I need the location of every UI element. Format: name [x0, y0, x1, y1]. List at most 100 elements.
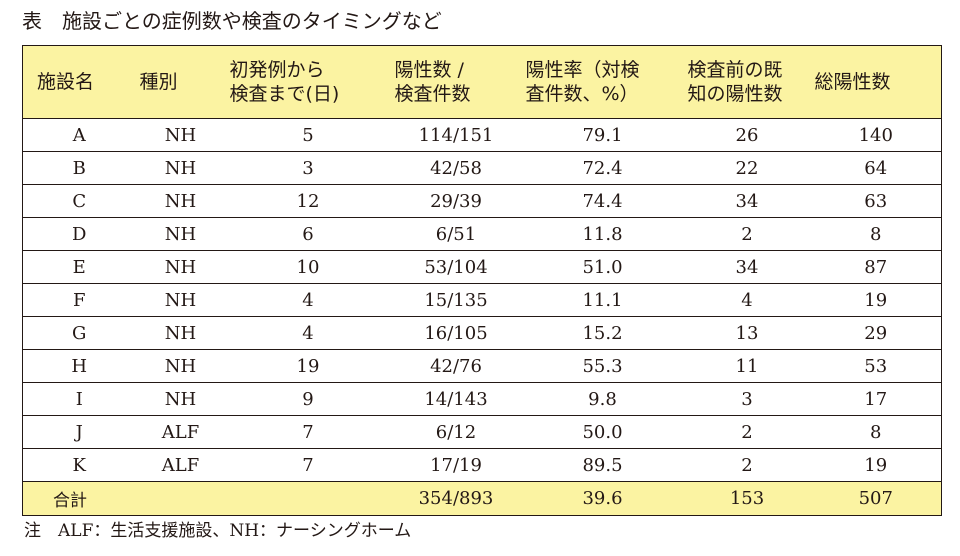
days-cell: 4 — [225, 316, 391, 350]
rate-cell: 74.4 — [521, 184, 684, 218]
table-row: B NH 3 42/58 72.4 22 64 — [22, 151, 942, 185]
facility-cell: H — [22, 349, 136, 383]
table-row: H NH 19 42/76 55.3 11 53 — [22, 349, 942, 383]
total-rate: 39.6 — [521, 481, 684, 516]
positive-over-tests-cell: 15/135 — [390, 283, 522, 317]
facility-cell: C — [22, 184, 136, 218]
table-row: E NH 10 53/104 51.0 34 87 — [22, 250, 942, 284]
total-positive-cell: 64 — [810, 151, 942, 185]
days-cell: 19 — [225, 349, 391, 383]
type-cell: ALF — [135, 415, 226, 449]
header-line: 種別 — [139, 71, 178, 93]
table-row: I NH 9 14/143 9.8 3 17 — [22, 382, 942, 416]
known-before-cell: 34 — [683, 184, 811, 218]
days-cell: 5 — [225, 118, 391, 152]
header-positive-rate: 陽性率（対検 査件数、%） — [521, 45, 684, 119]
facility-cell: E — [22, 250, 136, 284]
table-title: 表 施設ごとの症例数や検査のタイミングなど — [22, 9, 442, 33]
total-positive-over-tests: 354/893 — [390, 481, 522, 516]
type-cell: NH — [135, 250, 226, 284]
header-line: 知の陽性数 — [687, 83, 783, 105]
rate-cell: 51.0 — [521, 250, 684, 284]
total-positive-cell: 29 — [810, 316, 942, 350]
type-cell: NH — [135, 118, 226, 152]
positive-over-tests-cell: 6/12 — [390, 415, 522, 449]
days-cell: 6 — [225, 217, 391, 251]
header-line: 初発例から — [229, 59, 325, 81]
rate-cell: 79.1 — [521, 118, 684, 152]
header-line: 検査前の既 — [687, 59, 783, 81]
header-line: 陽性率（対検 — [525, 59, 640, 81]
facility-cell: F — [22, 283, 136, 317]
facility-table: 施設名 種別 初発例から 検査まで(日) 陽性数 / 検査件数 陽性率（対検 査件数、%） 検査… — [22, 45, 942, 516]
type-cell: NH — [135, 151, 226, 185]
positive-over-tests-cell: 42/58 — [390, 151, 522, 185]
known-before-cell: 2 — [683, 448, 811, 482]
total-positive-cell: 53 — [810, 349, 942, 383]
known-before-cell: 34 — [683, 250, 811, 284]
rate-cell: 89.5 — [521, 448, 684, 482]
type-cell: NH — [135, 184, 226, 218]
rate-cell: 15.2 — [521, 316, 684, 350]
total-positive-cell: 63 — [810, 184, 942, 218]
facility-cell: G — [22, 316, 136, 350]
days-cell: 3 — [225, 151, 391, 185]
type-cell: NH — [135, 316, 226, 350]
days-cell: 7 — [225, 415, 391, 449]
table-row: F NH 4 15/135 11.1 4 19 — [22, 283, 942, 317]
facility-cell: J — [22, 415, 136, 449]
table-row: A NH 5 114/151 79.1 26 140 — [22, 118, 942, 152]
header-known-before: 検査前の既 知の陽性数 — [683, 45, 811, 119]
positive-over-tests-cell: 53/104 — [390, 250, 522, 284]
facility-cell: A — [22, 118, 136, 152]
header-days-to-test: 初発例から 検査まで(日) — [225, 45, 391, 119]
known-before-cell: 3 — [683, 382, 811, 416]
header-line: 検査件数 — [394, 83, 471, 105]
table-row: D NH 6 6/51 11.8 2 8 — [22, 217, 942, 251]
positive-over-tests-cell: 6/51 — [390, 217, 522, 251]
facility-cell: I — [22, 382, 136, 416]
type-cell: ALF — [135, 448, 226, 482]
header-line: 陽性数 / — [394, 59, 464, 81]
facility-cell: B — [22, 151, 136, 185]
facility-cell: D — [22, 217, 136, 251]
type-cell: NH — [135, 349, 226, 383]
total-positive-cell: 87 — [810, 250, 942, 284]
facility-cell: K — [22, 448, 136, 482]
header-line: 施設名 — [37, 71, 95, 93]
rate-cell: 9.8 — [521, 382, 684, 416]
type-cell: NH — [135, 217, 226, 251]
known-before-cell: 11 — [683, 349, 811, 383]
positive-over-tests-cell: 42/76 — [390, 349, 522, 383]
known-before-cell: 26 — [683, 118, 811, 152]
positive-over-tests-cell: 16/105 — [390, 316, 522, 350]
known-before-cell: 22 — [683, 151, 811, 185]
rate-cell: 50.0 — [521, 415, 684, 449]
table-body: A NH 5 114/151 79.1 26 140 B NH 3 42/58 72.4 22 64 C NH… — [22, 118, 942, 482]
rate-cell: 11.8 — [521, 217, 684, 251]
footnote: 注 ALF：生活支援施設、NH：ナーシングホーム — [24, 521, 412, 541]
header-positive-over-tests: 陽性数 / 検査件数 — [390, 45, 522, 119]
total-positive-cell: 140 — [810, 118, 942, 152]
type-cell: NH — [135, 382, 226, 416]
header-total-positive: 総陽性数 — [810, 45, 942, 119]
type-cell: NH — [135, 283, 226, 317]
known-before-cell: 2 — [683, 217, 811, 251]
rate-cell: 72.4 — [521, 151, 684, 185]
rate-cell: 55.3 — [521, 349, 684, 383]
days-cell: 12 — [225, 184, 391, 218]
positive-over-tests-cell: 29/39 — [390, 184, 522, 218]
table-row: C NH 12 29/39 74.4 34 63 — [22, 184, 942, 218]
positive-over-tests-cell: 14/143 — [390, 382, 522, 416]
known-before-cell: 4 — [683, 283, 811, 317]
positive-over-tests-cell: 114/151 — [390, 118, 522, 152]
table-row: G NH 4 16/105 15.2 13 29 — [22, 316, 942, 350]
total-positive: 507 — [810, 481, 942, 516]
days-cell: 10 — [225, 250, 391, 284]
days-cell: 4 — [225, 283, 391, 317]
total-positive-cell: 19 — [810, 283, 942, 317]
total-known-before: 153 — [683, 481, 811, 516]
total-positive-cell: 17 — [810, 382, 942, 416]
total-positive-cell: 8 — [810, 415, 942, 449]
header-type: 種別 — [135, 45, 226, 119]
